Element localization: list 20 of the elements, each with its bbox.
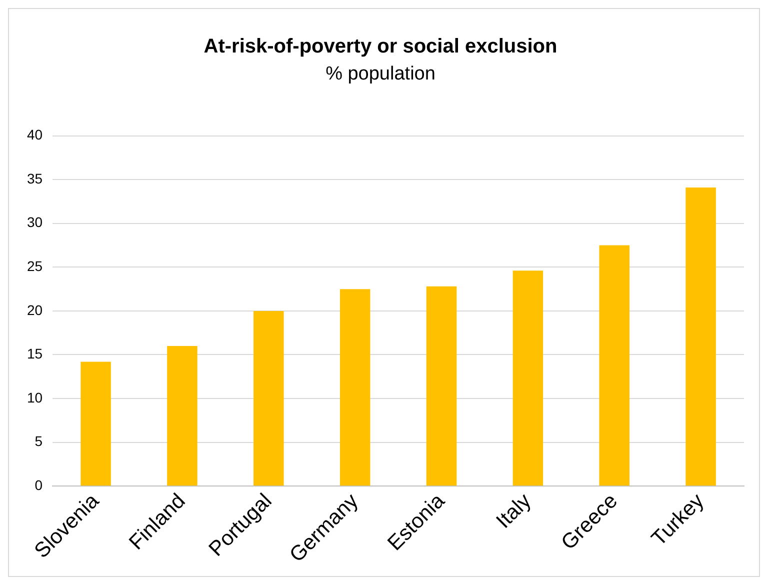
chart-title: At-risk-of-poverty or social exclusion [204, 36, 558, 58]
bar [254, 310, 284, 486]
bar [80, 362, 111, 486]
chart-subtitle: % population [326, 64, 436, 85]
y-tick-label: 0 [34, 476, 43, 493]
bar [512, 270, 544, 486]
bar [599, 245, 630, 486]
y-tick-label: 10 [26, 389, 43, 406]
y-tick-label: 30 [26, 214, 43, 230]
y-tick-label: 25 [26, 258, 43, 274]
bar [426, 286, 457, 486]
y-tick-label: 40 [26, 126, 43, 143]
x-tick-label: Italy [492, 489, 536, 533]
bar [167, 346, 198, 486]
y-tick-label: 20 [26, 302, 43, 318]
y-tick-label: 15 [26, 346, 43, 362]
bar [340, 289, 370, 486]
y-tick-label: 35 [26, 170, 43, 186]
bar [686, 187, 716, 486]
y-tick-label: 5 [34, 433, 43, 450]
